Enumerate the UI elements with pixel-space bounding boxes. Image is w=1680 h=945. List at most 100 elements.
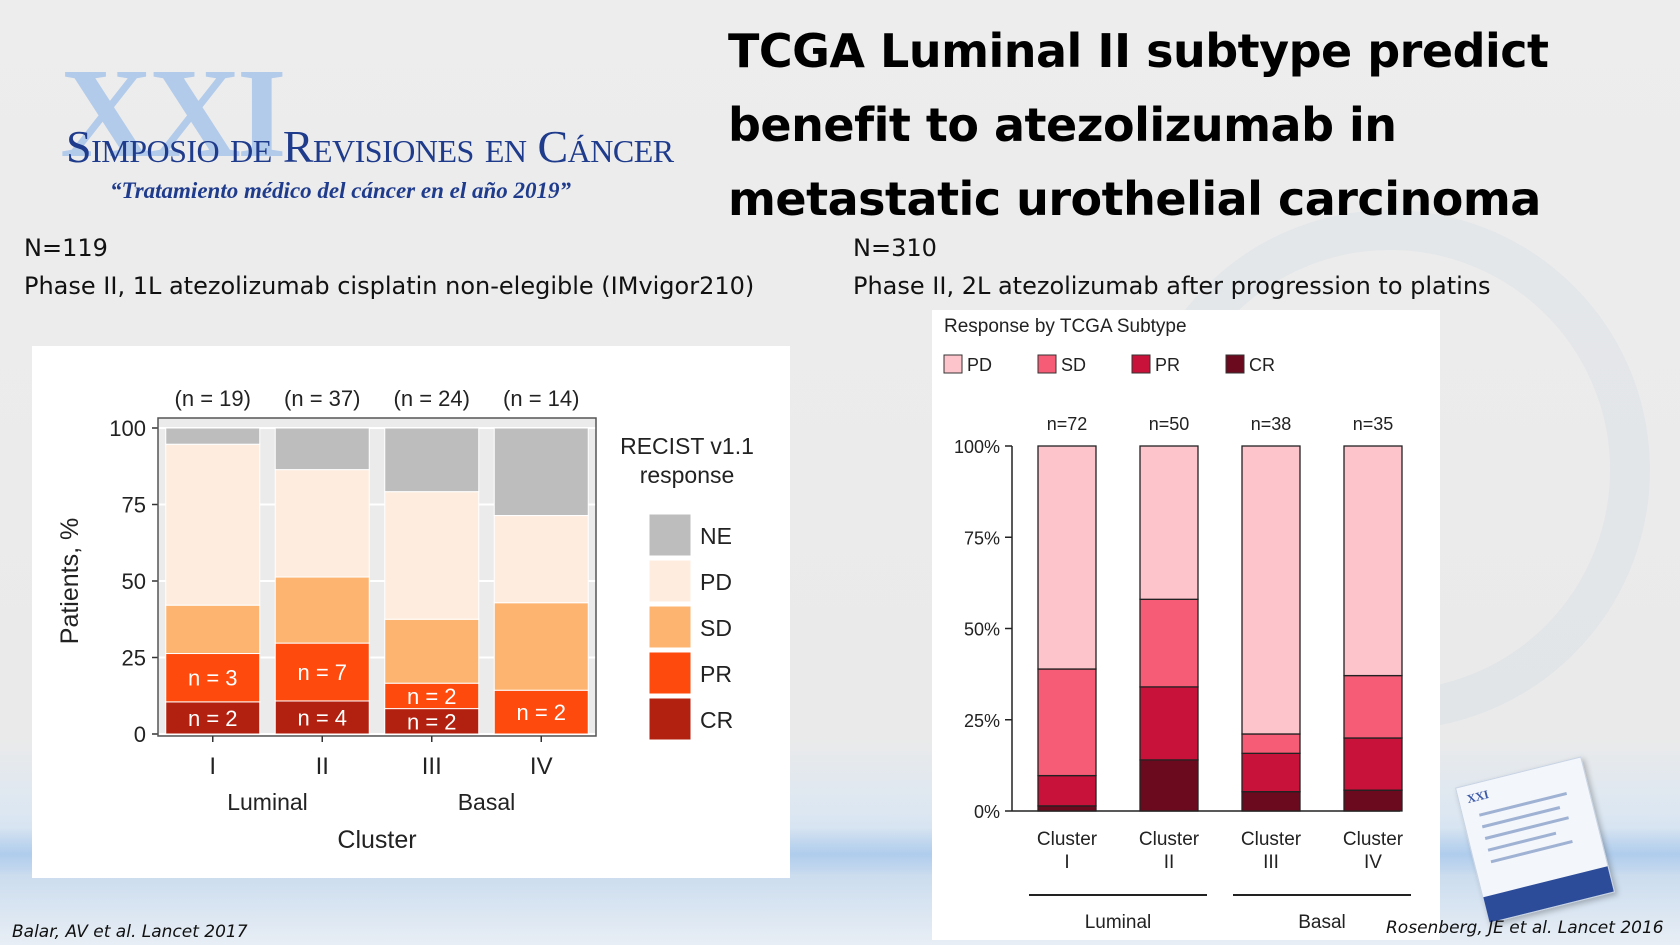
bar-segment-pd bbox=[1139, 445, 1199, 600]
x-tick-label: Cluster bbox=[1343, 829, 1404, 850]
logo-tagline: “Tratamiento médico del cáncer en el año… bbox=[110, 178, 572, 203]
bar-segment-cr bbox=[384, 708, 480, 735]
bar-segment-ne bbox=[493, 427, 589, 517]
right-chart-panel: Response by TCGA Subtype PD SD PR CR 0% 25% 50%… bbox=[932, 310, 1440, 940]
bar-segment-pr bbox=[1343, 737, 1403, 791]
thumbnail-logo-text: XXI bbox=[1465, 787, 1491, 807]
legend-swatch-pr bbox=[1131, 354, 1151, 374]
bar-segment-pd bbox=[165, 443, 261, 606]
legend-title: RECIST v1.1 bbox=[620, 433, 754, 459]
bar-segment-cr bbox=[1037, 805, 1097, 812]
y-tick-label: 75% bbox=[964, 528, 1000, 548]
right-study-description: Phase II, 2L atezolizumab after progress… bbox=[853, 272, 1491, 300]
left-stacked-bar-chart: 0 25 50 75 100 (n = 19) I (n = 37) II (n = 24) III… bbox=[56, 386, 754, 854]
bar-segment-pr bbox=[1241, 752, 1301, 793]
y-tick-label: 100% bbox=[954, 437, 1000, 457]
logo-roman-numeral: XXI bbox=[60, 42, 287, 184]
y-axis-title: Patients, % bbox=[56, 518, 84, 644]
n-label: (n = 19) bbox=[175, 386, 251, 411]
y-tick-label: 25% bbox=[964, 711, 1000, 731]
n-label: n=50 bbox=[1149, 414, 1190, 434]
bar-segment-ne bbox=[165, 427, 261, 445]
x-tick-label: I bbox=[1064, 852, 1069, 873]
segment-annotation: n = 2 bbox=[407, 684, 457, 709]
bar-segment-sd bbox=[1241, 733, 1301, 754]
legend-label: PD bbox=[700, 569, 732, 595]
bar-segment-pr bbox=[384, 682, 480, 710]
n-label: (n = 37) bbox=[284, 386, 360, 411]
legend-swatch-cr bbox=[1225, 354, 1245, 374]
x-tick-label: II bbox=[316, 753, 329, 780]
segment-annotation: n = 3 bbox=[188, 666, 238, 691]
legend-label: NE bbox=[700, 523, 732, 549]
legend-label: PD bbox=[967, 355, 992, 375]
y-tick-label: 100 bbox=[109, 416, 146, 441]
legend-label: CR bbox=[1249, 355, 1275, 375]
legend-swatch-ne bbox=[648, 513, 692, 557]
y-tick-label: 25 bbox=[122, 646, 146, 671]
bar-segment-pd bbox=[1241, 445, 1301, 735]
bar-segment-pr bbox=[493, 689, 589, 735]
legend-label: PR bbox=[1155, 355, 1180, 375]
x-tick-label: Cluster bbox=[1037, 829, 1098, 850]
thumbnail-line bbox=[1490, 840, 1573, 864]
segment-annotation: n = 2 bbox=[188, 706, 238, 731]
symposium-logo: XXI Simposio de Revisiones en Cáncer “Tr… bbox=[58, 42, 698, 218]
group-label: Luminal bbox=[1085, 912, 1152, 933]
n-label: n=38 bbox=[1251, 414, 1292, 434]
y-tick-label: 0 bbox=[134, 722, 146, 747]
right-study-info: N=310 Phase II, 2L atezolizumab after pr… bbox=[853, 229, 1491, 305]
legend-swatch-sd bbox=[648, 605, 692, 649]
journal-thumbnail: XXI bbox=[1454, 756, 1616, 924]
bar-segment-pd bbox=[384, 491, 480, 620]
n-label: (n = 14) bbox=[503, 386, 579, 411]
right-stacked-bar-chart: Response by TCGA Subtype PD SD PR CR 0% 25% 50%… bbox=[943, 316, 1411, 933]
n-label: n=35 bbox=[1353, 414, 1394, 434]
bar-segment-sd bbox=[165, 604, 261, 655]
left-study-n: N=119 bbox=[24, 234, 108, 262]
y-tick-label: 50 bbox=[122, 569, 146, 594]
bar-segment-sd bbox=[274, 576, 370, 644]
left-study-info: N=119 Phase II, 1L atezolizumab cisplati… bbox=[24, 229, 754, 305]
bar-segment-sd bbox=[1343, 674, 1403, 739]
bar-segment-pr bbox=[274, 642, 370, 702]
bar-segment-pr bbox=[165, 653, 261, 703]
title-line: TCGA Luminal II subtype predict bbox=[728, 24, 1549, 78]
bar-segment-cr bbox=[165, 701, 261, 735]
right-citation: Rosenberg, JE et al. Lancet 2016 bbox=[1386, 918, 1664, 938]
legend-label: PR bbox=[700, 661, 732, 687]
bar-segment-cr bbox=[1241, 791, 1301, 812]
n-label: n=72 bbox=[1047, 414, 1088, 434]
y-tick-label: 0% bbox=[974, 802, 1000, 822]
left-study-description: Phase II, 1L atezolizumab cisplatin non-… bbox=[24, 272, 755, 300]
bar-segment-sd bbox=[493, 602, 589, 691]
chart-title: Response by TCGA Subtype bbox=[944, 316, 1187, 337]
group-label: Luminal bbox=[227, 789, 308, 815]
bar-segment-ne bbox=[384, 427, 480, 493]
segment-annotation: n = 2 bbox=[407, 709, 457, 734]
thumbnail-footer bbox=[1483, 866, 1614, 923]
bar-segment-cr bbox=[1343, 789, 1403, 812]
bar-segment-sd bbox=[1037, 668, 1097, 777]
x-tick-label: Cluster bbox=[1241, 829, 1302, 850]
x-tick-label: II bbox=[1164, 852, 1175, 873]
bar-segment-pd bbox=[493, 515, 589, 604]
bar-segment-sd bbox=[384, 618, 480, 684]
bar-segment-pr bbox=[1037, 774, 1097, 807]
y-tick-label: 75 bbox=[122, 493, 146, 518]
legend-swatch-pr bbox=[648, 651, 692, 695]
segment-annotation: n = 2 bbox=[516, 700, 566, 725]
legend-label: CR bbox=[700, 707, 733, 733]
left-citation: Balar, AV et al. Lancet 2017 bbox=[12, 922, 248, 942]
segment-annotation: n = 4 bbox=[297, 705, 347, 730]
thumbnail-line bbox=[1478, 791, 1568, 817]
x-tick-label: III bbox=[1263, 852, 1279, 873]
x-tick-label: IV bbox=[530, 753, 553, 780]
bar-segment-pd bbox=[1037, 445, 1097, 670]
left-chart-panel: 0 25 50 75 100 (n = 19) I (n = 37) II (n = 24) III… bbox=[32, 346, 790, 878]
bar-segment-sd bbox=[1139, 598, 1199, 688]
legend-title: response bbox=[640, 462, 735, 488]
x-tick-label: Cluster bbox=[1139, 829, 1200, 850]
thumbnail-line bbox=[1484, 816, 1569, 840]
legend-swatch-pd bbox=[648, 559, 692, 603]
